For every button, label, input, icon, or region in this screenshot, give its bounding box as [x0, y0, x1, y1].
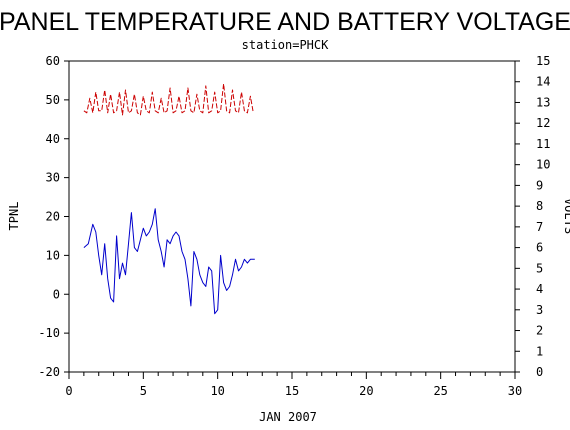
y-right-tick-label: 7: [536, 220, 543, 234]
y-left-tick-label: -20: [38, 365, 60, 379]
chart-subtitle: station=PHCK: [242, 38, 329, 52]
y-left-tick-label: 50: [46, 93, 60, 107]
chart-title: PANEL TEMPERATURE AND BATTERY VOLTAGE: [0, 8, 570, 36]
y-right-tick-label: 9: [536, 178, 543, 192]
y-right-tick-label: 14: [536, 75, 550, 89]
y-right-tick-label: 13: [536, 95, 550, 109]
x-tick-label: 30: [508, 384, 522, 398]
y-right-tick-label: 15: [536, 54, 550, 68]
y-right-tick-label: 10: [536, 158, 550, 172]
y-right-tick-label: 11: [536, 137, 550, 151]
left-axis: -20 -10 0 10 20 30 40 50 60: [38, 54, 69, 379]
y-right-tick-label: 1: [536, 344, 543, 358]
y-left-tick-label: 0: [53, 287, 60, 301]
y-left-tick-label: 20: [46, 210, 60, 224]
series-line-volts: [83, 83, 254, 116]
y-left-tick-label: 40: [46, 132, 60, 146]
x-tick-label: 0: [65, 384, 72, 398]
y-right-tick-label: 3: [536, 303, 543, 317]
y-right-axis-label: VOLTS: [562, 198, 570, 234]
y-left-tick-label: 60: [46, 54, 60, 68]
x-tick-label: 5: [140, 384, 147, 398]
x-tick-label: 10: [210, 384, 224, 398]
y-left-tick-label: 30: [46, 171, 60, 185]
y-right-tick-label: 5: [536, 261, 543, 275]
y-left-tick-label: 10: [46, 248, 60, 262]
x-axis-label: JAN 2007: [259, 410, 317, 424]
y-right-tick-label: 0: [536, 365, 543, 379]
y-right-tick-label: 2: [536, 324, 543, 338]
x-tick-label: 15: [285, 384, 299, 398]
bottom-axis: 0 5 10 15 20 25 30: [65, 372, 522, 398]
y-left-tick-label: -10: [38, 326, 60, 340]
plot-frame: [68, 60, 516, 373]
y-right-tick-label: 6: [536, 241, 543, 255]
x-tick-label: 20: [359, 384, 373, 398]
y-right-tick-label: 12: [536, 116, 550, 130]
series-layer: [83, 83, 255, 315]
x-tick-label: 25: [433, 384, 447, 398]
series-line-tpnl: [83, 208, 255, 315]
y-right-tick-label: 4: [536, 282, 543, 296]
y-left-axis-label: TPNL: [7, 202, 21, 231]
y-right-tick-label: 8: [536, 199, 543, 213]
